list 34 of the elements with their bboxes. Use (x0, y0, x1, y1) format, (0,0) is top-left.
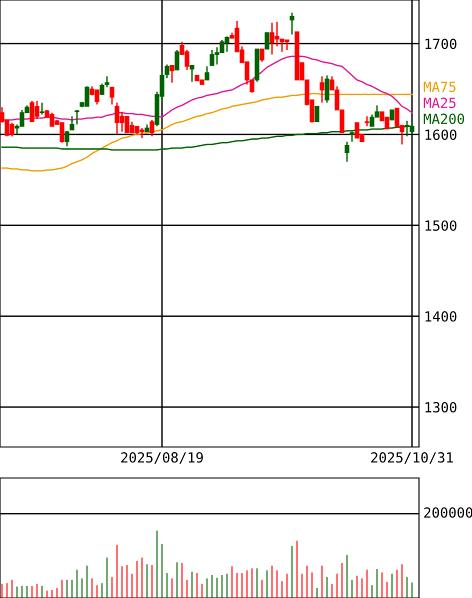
candlestick (190, 64, 194, 82)
candlestick (260, 48, 264, 62)
y-tick-label: 1500 (426, 220, 456, 231)
candlestick (390, 110, 394, 120)
series-label: MA25 (424, 98, 456, 108)
candlestick (350, 131, 354, 142)
y-tick-label: 1600 (426, 129, 456, 140)
candlestick (344, 141, 350, 162)
candlestick (100, 82, 104, 96)
candlestick (204, 66, 210, 81)
y-tick-label: 1400 (426, 311, 456, 322)
candlestick (174, 49, 180, 71)
candlestick (110, 86, 114, 106)
candlestick (314, 106, 320, 122)
candlestick (364, 116, 370, 127)
x-tick-label: 2025/08/19 (121, 452, 203, 464)
candlestick (64, 130, 70, 147)
candlestick (150, 119, 154, 137)
series-label: MA200 (424, 114, 464, 124)
candlestick (320, 76, 324, 104)
x-tick-label: 2025/10/31 (371, 452, 453, 464)
text: 200000 (424, 507, 472, 518)
candlestick (170, 64, 174, 84)
candlestick (40, 102, 44, 116)
candlestick (324, 74, 330, 104)
candlestick (290, 12, 294, 36)
y-tick-label: 1700 (426, 38, 456, 50)
candlestick (164, 64, 170, 79)
candlestick (74, 109, 80, 126)
y-tick-label: 1300 (426, 402, 456, 413)
candlestick (70, 116, 74, 131)
candlestick (264, 32, 270, 50)
candlestick (104, 76, 110, 88)
series-label: MA75 (424, 82, 456, 92)
